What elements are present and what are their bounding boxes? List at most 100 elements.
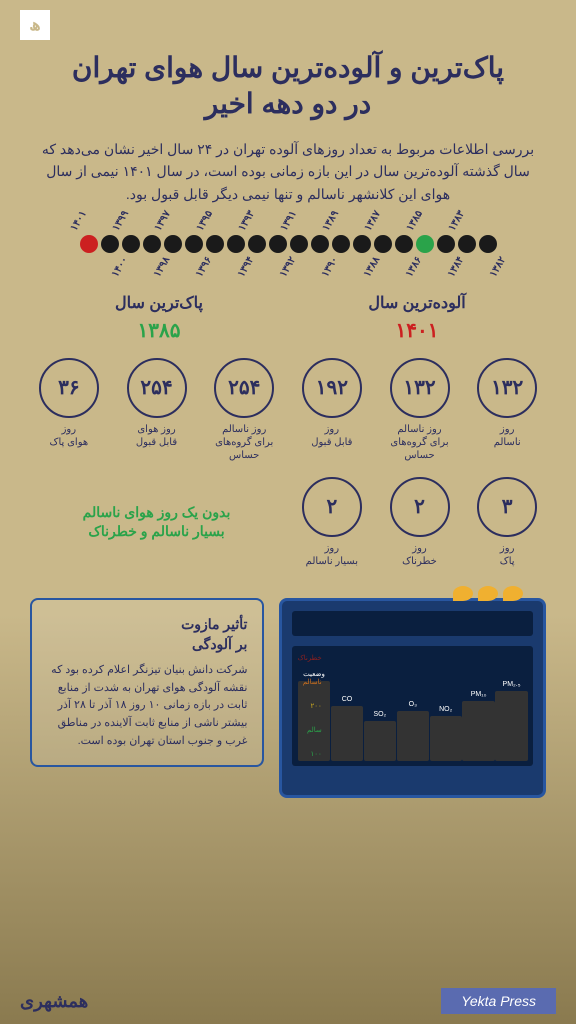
bar-fill: [462, 701, 494, 761]
hamshahri-logo: همشهری: [20, 991, 88, 1012]
pollutant-bar: PM₁₀: [462, 691, 494, 761]
bird-icon: [478, 586, 498, 601]
stat-number: ۳۶: [39, 358, 99, 418]
timeline-dot: ۱۳۸۷: [374, 235, 392, 253]
stat-item: ۳۶ روزهوای پاک: [30, 358, 108, 462]
timeline-dot: ۱۳۹۵: [206, 235, 224, 253]
polluted-title: آلوده‌ترین سال: [288, 293, 546, 313]
stat-number: ۱۳۲: [477, 358, 537, 418]
footer: Yekta Press همشهری: [0, 988, 576, 1014]
pollutant-label: NO₂: [439, 706, 452, 713]
press-label: Yekta Press: [441, 988, 556, 1014]
timeline-year: ۱۴۰۱: [68, 209, 88, 233]
stat-number: ۱۳۲: [390, 358, 450, 418]
timeline-year: ۱۳۸۶: [404, 255, 424, 279]
timeline-year: ۱۳۹۶: [194, 255, 214, 279]
logo-box: ھ: [20, 10, 50, 40]
timeline-dot: ۱۳۸۵: [416, 235, 434, 253]
timeline-year: ۱۳۸۸: [362, 255, 382, 279]
clean-year-label: پاک‌ترین سال ۱۳۸۵: [30, 293, 288, 343]
billboard: خطرناکناسالم۲۰۰سالم۱۰۰ PM₂.₅ PM₁₀ NO₂ O₃ SO₂…: [279, 598, 546, 798]
stat-number: ۱۹۲: [302, 358, 362, 418]
scale-label: خطرناک: [297, 654, 321, 662]
timeline-dot: ۱۳۸۹: [332, 235, 350, 253]
timeline-year: ۱۳۹۳: [236, 209, 256, 233]
info-title: تأثیر مازوتبر آلودگی: [47, 615, 247, 654]
timeline-dot: ۱۴۰۰: [101, 235, 119, 253]
pollutant-label: SO₂: [373, 711, 386, 718]
timeline-dot: ۱۳۹۷: [164, 235, 182, 253]
pollutant-label: PM₂.₅: [503, 681, 521, 688]
stat-item: ۲۵۴ روز هوایقابل قبول: [118, 358, 196, 462]
stat-label: روزقابل قبول: [311, 423, 352, 449]
timeline-year: ۱۳۹۵: [194, 209, 214, 233]
timeline-dot: ۱۳۹۱: [290, 235, 308, 253]
timeline-year: ۱۳۹۰: [320, 255, 340, 279]
clean-title: پاک‌ترین سال: [30, 293, 288, 313]
timeline-dot: ۱۳۸۸: [353, 235, 371, 253]
timeline-year: ۱۳۹۲: [278, 255, 298, 279]
timeline-dot: ۱۳۹۶: [185, 235, 203, 253]
stat-label: روزناسالم: [494, 423, 521, 449]
bar-fill: [495, 691, 527, 761]
timeline-dot: ۱۳۹۴: [227, 235, 245, 253]
stat-label: روزپاک: [500, 542, 515, 568]
stats-row-2: ۳روزپاک۲روزخطرناک۲روزبسیار ناسالمبدون یک…: [30, 477, 546, 568]
timeline-year: ۱۳۹۸: [152, 255, 172, 279]
bird-icon: [503, 586, 523, 601]
timeline-year: ۱۳۹۴: [236, 255, 256, 279]
timeline-year: ۱۳۸۲: [488, 255, 508, 279]
stat-item: ۳ روزپاک: [468, 477, 546, 568]
timeline-year: ۱۳۸۴: [446, 255, 466, 279]
timeline-dot: ۱۳۹۸: [143, 235, 161, 253]
stat-item: ۱۳۲ روزناسالم: [468, 358, 546, 462]
timeline-year: ۱۳۹۹: [110, 209, 130, 233]
stats-row-1: ۱۳۲ روزناسالم ۱۳۲ روز ناسالمبرای گروه‌هایحس…: [30, 358, 546, 462]
billboard-bars: خطرناکناسالم۲۰۰سالم۱۰۰ PM₂.₅ PM₁₀ NO₂ O₃ SO₂…: [292, 646, 533, 766]
year-labels: آلوده‌ترین سال ۱۴۰۱ پاک‌ترین سال ۱۳۸۵: [30, 293, 546, 343]
polluted-year-label: آلوده‌ترین سال ۱۴۰۱: [288, 293, 546, 343]
timeline-dot: ۱۳۸۳: [458, 235, 476, 253]
timeline-dot: ۱۴۰۱: [80, 235, 98, 253]
pollutant-bar: SO₂: [364, 711, 396, 761]
stat-label: روزهوای پاک: [50, 423, 89, 449]
bar-fill: [331, 706, 363, 761]
scale-label: ۲۰۰: [297, 702, 321, 710]
stat-number: ۳: [477, 477, 537, 537]
pollutant-bar: CO: [331, 696, 363, 761]
scale-label: ۱۰۰: [297, 750, 321, 758]
timeline-dot: ۱۳۹۲: [269, 235, 287, 253]
timeline-year: ۱۴۰۰: [110, 255, 130, 279]
polluted-year: ۱۴۰۱: [288, 318, 546, 343]
stat-item: ۲ روزبسیار ناسالم: [293, 477, 371, 568]
stat-number: ۲۵۴: [127, 358, 187, 418]
pollutant-label: CO: [342, 696, 353, 703]
main-title: پاک‌ترین و آلوده‌ترین سال هوای تهران در …: [30, 50, 546, 123]
stat-number: ۲: [302, 477, 362, 537]
timeline-dot: ۱۳۹۹: [122, 235, 140, 253]
info-text: شرکت دانش بنیان تیزنگر اعلام کرده بود که…: [47, 662, 247, 750]
timeline-dot: ۱۳۸۲: [479, 235, 497, 253]
timeline-year: ۱۳۹۷: [152, 209, 172, 233]
stat-label: روزبسیار ناسالم: [306, 542, 358, 568]
bar-scale: خطرناکناسالم۲۰۰سالم۱۰۰: [297, 646, 321, 766]
timeline-year: ۱۳۸۵: [404, 209, 424, 233]
stat-item: ۲۵۴روز ناسالمبرای گروه‌هایحساس: [205, 358, 283, 462]
timeline-dot: ۱۳۸۴: [437, 235, 455, 253]
bar-fill: [397, 711, 429, 761]
pollutant-label: O₃: [409, 701, 417, 708]
pollutant-bar: O₃: [397, 701, 429, 761]
stat-label: روز هوایقابل قبول: [136, 423, 177, 449]
bar-fill: [364, 721, 396, 761]
timeline-dot: ۱۳۹۳: [248, 235, 266, 253]
timeline-dot: ۱۳۹۰: [311, 235, 329, 253]
stat-label: روز ناسالمبرای گروه‌هایحساس: [390, 423, 448, 462]
title-line-1: پاک‌ترین و آلوده‌ترین سال هوای تهران: [72, 52, 504, 83]
bar-fill: [430, 716, 462, 761]
title-line-2: در دو دهه اخیر: [205, 88, 372, 119]
billboard-screen: [292, 611, 533, 636]
timeline: ۱۴۰۱۱۴۰۰۱۳۹۹۱۳۹۸۱۳۹۷۱۳۹۶۱۳۹۵۱۳۹۴۱۳۹۳۱۳۹۲…: [30, 235, 546, 253]
green-note: بدون یک روز هوای ناسالمبسیار ناسالم و خط…: [30, 503, 283, 542]
lower-section: خطرناکناسالم۲۰۰سالم۱۰۰ PM₂.₅ PM₁₀ NO₂ O₃ SO₂…: [30, 598, 546, 798]
timeline-year: ۱۳۸۹: [320, 209, 340, 233]
